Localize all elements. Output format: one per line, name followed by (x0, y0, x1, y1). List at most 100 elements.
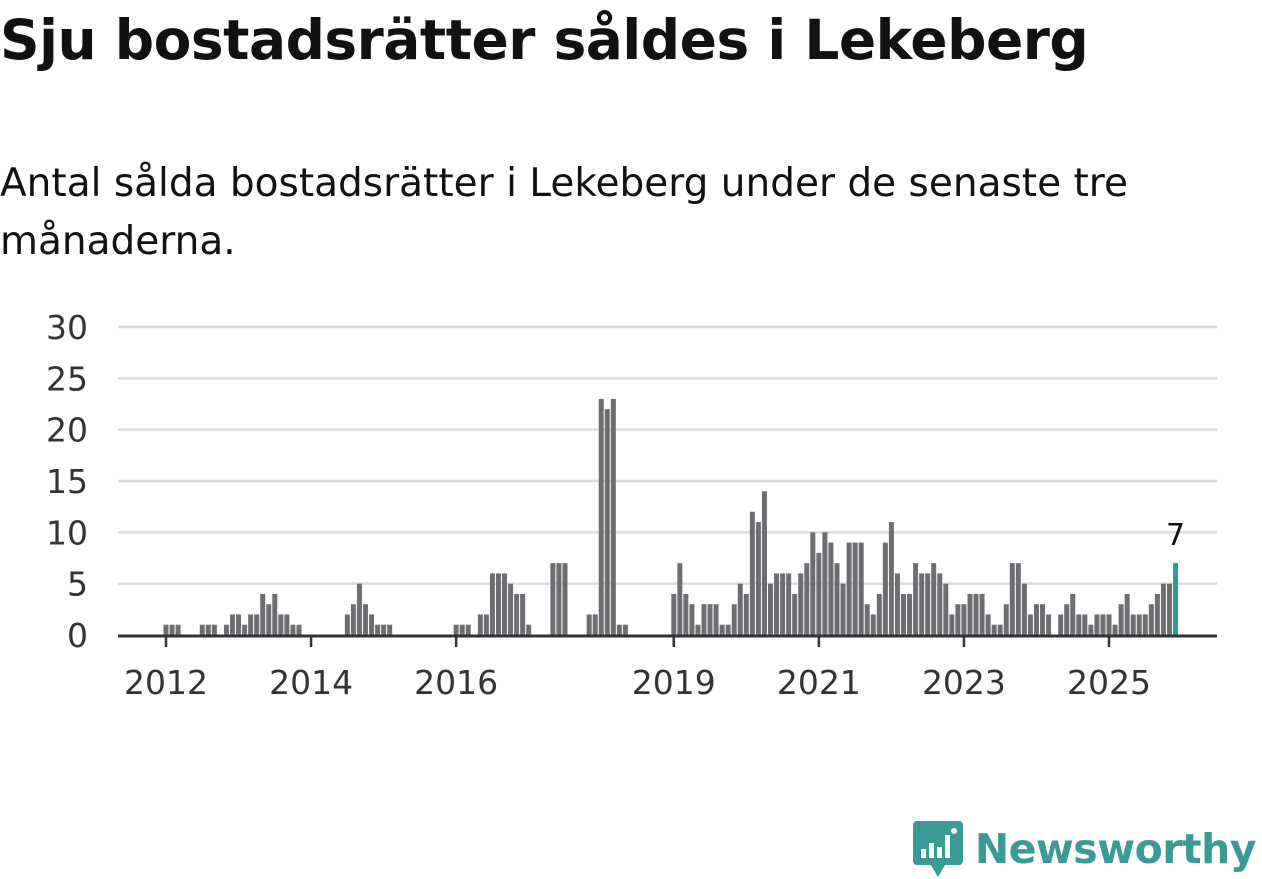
bar (967, 593, 973, 635)
bar (520, 593, 526, 635)
bar (284, 614, 290, 635)
x-tick-label: 2021 (777, 663, 861, 702)
y-axis-ticks: 0 5 10 15 20 25 30 (46, 308, 88, 655)
bar (749, 511, 755, 635)
bar (973, 593, 979, 635)
bar (211, 624, 217, 635)
bar (483, 614, 489, 635)
y-tick-label: 30 (46, 308, 88, 347)
bar (586, 614, 592, 635)
bar (737, 583, 743, 635)
bar (888, 522, 894, 635)
bar (894, 573, 900, 635)
bar (689, 604, 695, 635)
bar (375, 624, 381, 635)
bar (254, 614, 260, 635)
chart-subtitle: Antal sålda bostadsrätter i Lekeberg und… (0, 161, 1128, 264)
bar (882, 542, 888, 635)
bar (774, 573, 780, 635)
x-tick-label: 2014 (269, 663, 353, 702)
bar (1100, 614, 1106, 635)
bar (1112, 624, 1118, 635)
bar (701, 604, 707, 635)
x-tick-label: 2016 (414, 663, 498, 702)
bar (822, 532, 828, 635)
bar (907, 593, 913, 635)
newsworthy-logo-icon (912, 821, 963, 877)
bar (1088, 624, 1094, 635)
bar (1027, 614, 1033, 635)
bar (1064, 604, 1070, 635)
bar (798, 573, 804, 635)
bar (743, 593, 749, 635)
bar (223, 624, 229, 635)
bars (163, 398, 1179, 635)
bar (864, 604, 870, 635)
bar (852, 542, 858, 635)
gridlines (118, 325, 1217, 585)
bar (616, 624, 622, 635)
bar (1003, 604, 1009, 635)
bar (846, 542, 852, 635)
bar (272, 593, 278, 635)
bar (290, 624, 296, 635)
bar (1033, 604, 1039, 635)
bar (755, 522, 761, 635)
bar (1076, 614, 1082, 635)
newsworthy-logo: Newsworthy (912, 821, 1257, 877)
bar (169, 624, 175, 635)
bar (1166, 583, 1172, 635)
bar (465, 624, 471, 635)
bar (671, 593, 677, 635)
bar (199, 624, 205, 635)
bar (495, 573, 501, 635)
x-tick-label: 2023 (922, 663, 1006, 702)
bar (677, 563, 683, 635)
bar (350, 604, 356, 635)
bar (1046, 614, 1052, 635)
bar (840, 583, 846, 635)
bar (979, 593, 985, 635)
y-tick-label: 25 (46, 359, 88, 398)
bar (362, 604, 368, 635)
highlighted-bar (1173, 563, 1179, 635)
bar (356, 583, 362, 635)
bar (489, 573, 495, 635)
bar (834, 563, 840, 635)
bar (955, 604, 961, 635)
bar (514, 593, 520, 635)
bar (1106, 614, 1112, 635)
bar (260, 593, 266, 635)
bar (459, 624, 465, 635)
bar (1009, 563, 1015, 635)
bar (804, 563, 810, 635)
bar (526, 624, 532, 635)
y-tick-label: 10 (46, 513, 88, 552)
bar (236, 614, 242, 635)
bar (622, 624, 628, 635)
bar (1021, 583, 1027, 635)
x-tick-label: 2019 (632, 663, 716, 702)
bar (828, 542, 834, 635)
bar (858, 542, 864, 635)
bar (761, 491, 767, 635)
x-tick-label: 2025 (1067, 663, 1151, 702)
bar (1070, 593, 1076, 635)
bar (731, 604, 737, 635)
bar (344, 614, 350, 635)
bar (1094, 614, 1100, 635)
bar (961, 604, 967, 635)
highlight-value-label: 7 (1166, 518, 1185, 553)
annotations: 7 (1166, 518, 1185, 553)
bar (1015, 563, 1021, 635)
bar (163, 624, 169, 635)
bar (695, 624, 701, 635)
bar (1058, 614, 1064, 635)
bar (502, 573, 508, 635)
bar (991, 624, 997, 635)
bar (278, 614, 284, 635)
bar (937, 573, 943, 635)
bar (900, 593, 906, 635)
bar (810, 532, 816, 635)
y-tick-label: 5 (67, 565, 88, 604)
